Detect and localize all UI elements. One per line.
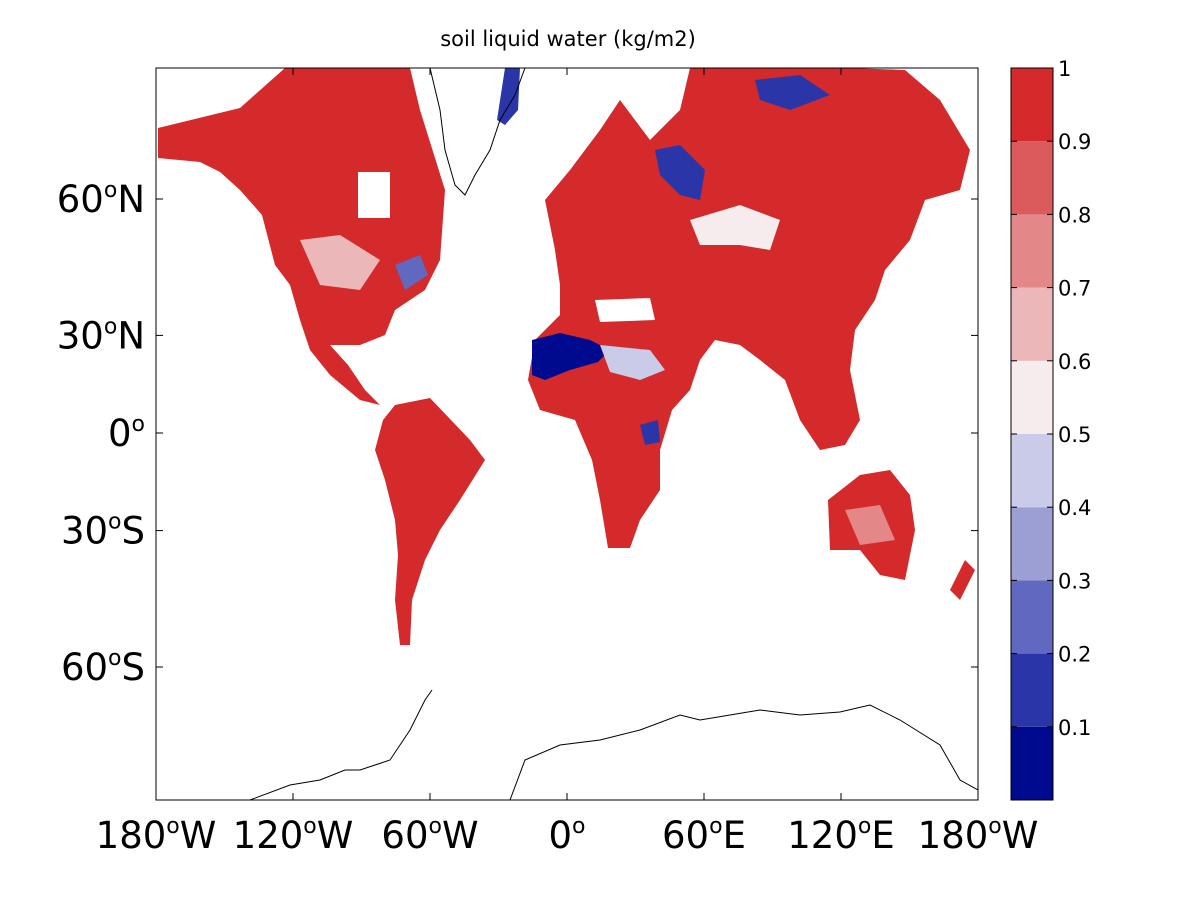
colorbar-swatch — [1011, 360, 1053, 434]
colorbar-tick-label: 0.9 — [1058, 130, 1091, 154]
lon-tick-label: 60oW — [381, 814, 478, 857]
lat-tick-label: 60oN — [57, 178, 145, 221]
colorbar-tick-label: 0.6 — [1058, 350, 1091, 374]
colorbar-swatch — [1011, 141, 1053, 215]
sahara-moist-band — [600, 345, 665, 380]
greenland-blue-spots — [497, 68, 520, 125]
colorbar-tick-label: 0.7 — [1058, 277, 1091, 301]
sahara-dry-zone — [532, 333, 610, 380]
colorbar-tick-label: 0.4 — [1058, 496, 1091, 520]
lat-tick-label: 30oS — [61, 510, 145, 553]
mediterranean-white-gap — [595, 298, 655, 322]
antarctica-coastline — [509, 704, 978, 800]
lon-tick-label: 60oE — [662, 814, 746, 857]
colorbar: 0.1 0.2 0.3 0.4 0.5 0.6 0.7 0.8 0.9 1 — [1010, 57, 1091, 801]
canada-white-gap — [358, 172, 390, 218]
greenland-coastline — [429, 68, 526, 196]
colorbar-ticks: 0.1 0.2 0.3 0.4 0.5 0.6 0.7 0.8 0.9 1 — [1011, 57, 1091, 740]
lon-tick-label: 0o — [548, 814, 585, 857]
latitude-ticks: 60oN 30oN 0o 30oS 60oS — [57, 178, 978, 689]
central-asia-light-zone — [690, 205, 780, 250]
lon-tick-label: 180oW — [918, 814, 1039, 857]
lat-tick-label: 0o — [108, 412, 145, 455]
colorbar-tick-label: 0.3 — [1058, 569, 1091, 593]
colorbar-tick-label: 0.8 — [1058, 203, 1091, 227]
lat-tick-label: 60oS — [61, 646, 145, 689]
colorbar-swatch — [1011, 507, 1053, 581]
new-zealand-field — [950, 560, 975, 600]
colorbar-tick-label: 0.5 — [1058, 423, 1091, 447]
lon-tick-label: 120oW — [233, 814, 354, 857]
siberia-dry-spots — [755, 75, 830, 110]
colorbar-tick-label: 1 — [1058, 57, 1071, 81]
land-field — [158, 68, 978, 800]
colorbar-swatch — [1011, 726, 1053, 800]
longitude-ticks: 180oW 120oW 60oW 0o 60oE 120oE 180oW — [96, 68, 1039, 857]
colorbar-swatch — [1011, 434, 1053, 508]
east-africa-blue-spot — [640, 420, 660, 445]
north-america-light-zone — [300, 235, 380, 290]
canada-blue-spot — [395, 255, 428, 290]
australia-light-zone — [845, 505, 895, 545]
colorbar-swatch — [1011, 287, 1053, 361]
colorbar-tick-label: 0.1 — [1058, 716, 1091, 740]
north-america-field — [158, 68, 445, 405]
lon-tick-label: 180oW — [96, 814, 217, 857]
eurasia-africa-field — [528, 68, 970, 548]
colorbar-swatch — [1011, 68, 1053, 142]
colorbar-swatch — [1011, 653, 1053, 727]
colorbar-tick-label: 0.2 — [1058, 643, 1091, 667]
antarctic-peninsula-coastline — [249, 689, 433, 800]
colorbar-swatches — [1011, 68, 1053, 800]
lon-tick-label: 120oE — [787, 814, 894, 857]
colorbar-swatch — [1011, 580, 1053, 654]
lat-tick-label: 30oN — [57, 314, 145, 357]
south-america-field — [375, 398, 485, 645]
scandinavia-dry-zone — [655, 145, 705, 200]
figure-title: soil liquid water (kg/m2) — [440, 27, 696, 51]
colorbar-swatch — [1011, 214, 1053, 288]
